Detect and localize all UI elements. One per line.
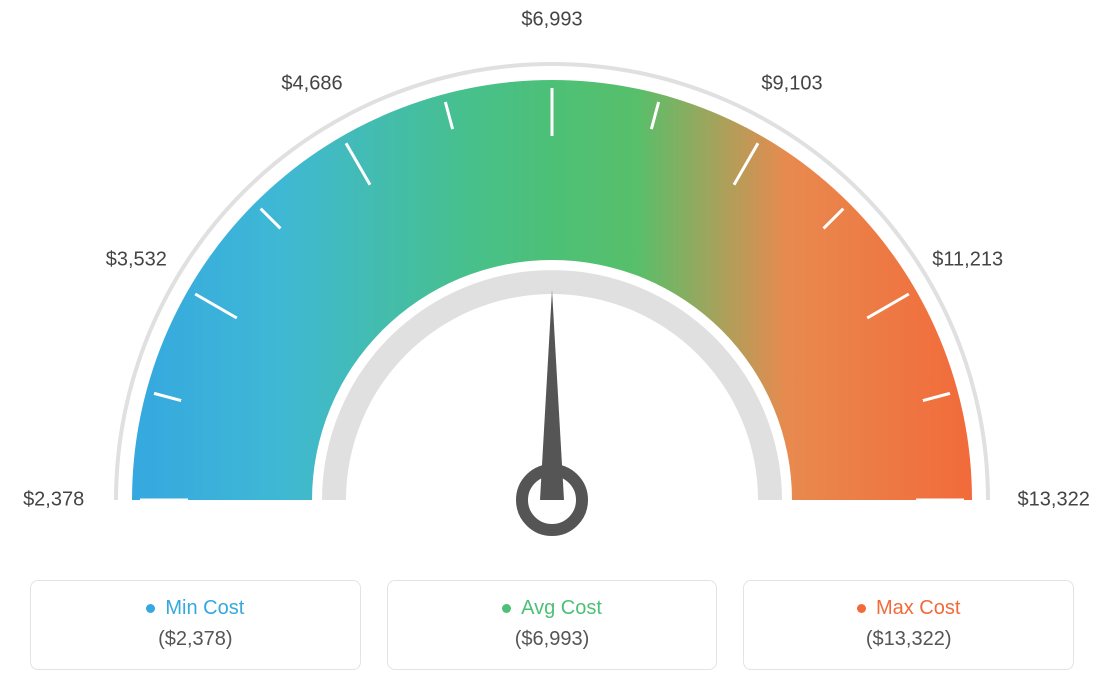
legend-label-min: Min Cost (165, 597, 244, 620)
legend-value-avg: ($6,993) (408, 628, 697, 651)
legend-label-max: Max Cost (876, 597, 960, 620)
gauge-svg (0, 0, 1104, 560)
gauge-scale-label: $13,322 (1018, 489, 1090, 512)
gauge: $2,378 $3,532 $4,686 $6,993 $9,103 $11,213 $13… (0, 0, 1104, 560)
legend-title-max: Max Cost (857, 597, 960, 620)
gauge-scale-label: $4,686 (281, 73, 342, 96)
gauge-scale-label: $3,532 (106, 249, 167, 272)
legend-card-min: Min Cost ($2,378) (30, 580, 361, 670)
legend-row: Min Cost ($2,378) Avg Cost ($6,993) Max … (30, 580, 1074, 670)
legend-title-min: Min Cost (146, 597, 244, 620)
gauge-scale-label: $2,378 (23, 489, 84, 512)
legend-label-avg: Avg Cost (521, 597, 602, 620)
legend-value-min: ($2,378) (51, 628, 340, 651)
legend-card-max: Max Cost ($13,322) (743, 580, 1074, 670)
legend-dot-min (146, 604, 155, 613)
legend-dot-max (857, 604, 866, 613)
legend-dot-avg (502, 604, 511, 613)
legend-title-avg: Avg Cost (502, 597, 602, 620)
gauge-scale-label: $11,213 (932, 249, 1003, 272)
chart-container: $2,378 $3,532 $4,686 $6,993 $9,103 $11,213 $13… (0, 0, 1104, 690)
legend-value-max: ($13,322) (764, 628, 1053, 651)
legend-card-avg: Avg Cost ($6,993) (387, 580, 718, 670)
gauge-scale-label: $6,993 (521, 9, 582, 32)
gauge-scale-label: $9,103 (761, 73, 822, 96)
